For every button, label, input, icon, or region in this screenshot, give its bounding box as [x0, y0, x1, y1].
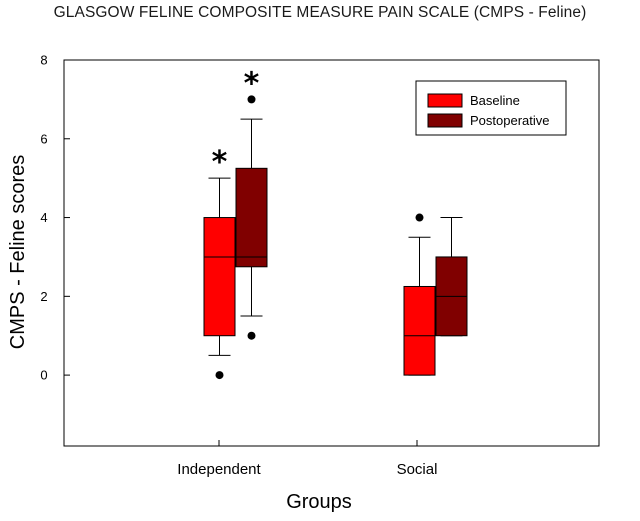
y-tick-label: 6: [40, 131, 47, 146]
box-plot-layer: **: [203, 66, 468, 380]
plot-frame: [63, 59, 600, 447]
legend-label: Baseline: [470, 93, 520, 108]
y-tick-label: 2: [40, 289, 47, 304]
y-axis-label: CMPS - Feline scores: [7, 155, 29, 350]
x-category-label: Social: [397, 461, 438, 478]
chart-title: GLASGOW FELINE COMPOSITE MEASURE PAIN SC…: [53, 4, 587, 21]
box-iqr: [403, 285, 436, 376]
legend: Baseline Postoperative: [415, 80, 567, 136]
y-tick-label: 4: [40, 210, 47, 225]
box-postoperative-social: [435, 217, 468, 337]
legend-swatch: [427, 113, 463, 128]
box-iqr: [203, 217, 236, 337]
legend-label: Postoperative: [470, 113, 550, 128]
outlier-point: [415, 213, 424, 222]
legend-swatch: [427, 93, 463, 108]
box-baseline-independent: *: [203, 145, 236, 380]
significance-marker: *: [212, 145, 228, 180]
significance-marker: *: [244, 66, 260, 101]
x-axis-label: Groups: [286, 491, 352, 513]
box-postoperative-independent: *: [235, 66, 268, 340]
outlier-point: [247, 95, 256, 104]
outlier-point: [247, 331, 256, 340]
box-iqr: [235, 167, 268, 268]
y-tick-label: 0: [40, 368, 47, 383]
y-tick-label: 8: [40, 53, 47, 68]
outlier-point: [215, 371, 224, 380]
x-category-label: Independent: [177, 461, 261, 478]
y-axis: 0 2 4 6 8 Independent Social: [40, 53, 437, 479]
box-baseline-social: [403, 213, 436, 376]
